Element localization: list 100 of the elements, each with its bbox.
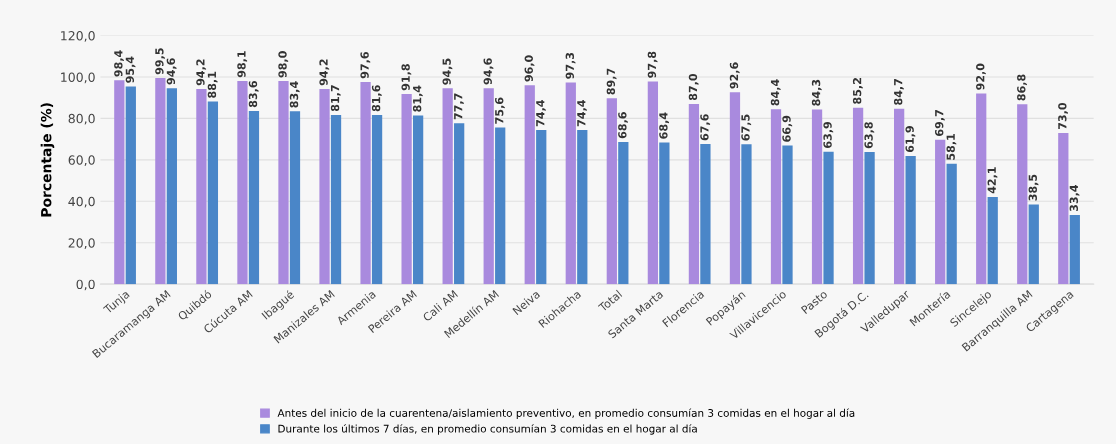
data-label: 98,0 <box>278 51 289 78</box>
bar <box>905 155 916 285</box>
bar <box>536 130 547 285</box>
data-label: 97,6 <box>360 52 371 79</box>
data-label: 88,1 <box>207 71 218 98</box>
bar <box>196 88 207 285</box>
bar <box>606 98 617 285</box>
data-label: 77,7 <box>454 93 464 120</box>
bar <box>248 110 260 285</box>
bar <box>935 139 946 285</box>
data-label: 94,6 <box>166 58 177 85</box>
y-axis-title: Porcentaje (%) <box>40 103 55 217</box>
bar <box>1017 104 1028 285</box>
data-label: 85,2 <box>852 78 863 104</box>
data-label: 83,6 <box>248 81 259 108</box>
data-label: 68,6 <box>618 112 628 139</box>
data-label: 94,6 <box>483 58 494 85</box>
data-label: 74,4 <box>536 99 546 127</box>
bar <box>166 88 177 285</box>
bar <box>565 82 576 285</box>
bar <box>823 151 834 285</box>
data-label: 94,5 <box>442 58 453 85</box>
y-tick-label: 0,0 <box>76 279 95 291</box>
data-label: 99,5 <box>155 48 166 75</box>
data-label: 98,4 <box>114 50 124 77</box>
data-label: 67,6 <box>700 114 711 141</box>
legend-label: Durante los últimos 7 días, en promedio consumían 3 comidas en el hogar al día <box>278 424 697 435</box>
bar <box>155 78 166 285</box>
data-label: 95,4 <box>125 56 136 83</box>
data-label: 75,6 <box>495 97 505 124</box>
data-label: 97,3 <box>565 52 576 79</box>
y-tick-label: 120,0 <box>61 30 95 42</box>
bar <box>782 145 793 285</box>
data-label: 89,7 <box>606 68 617 95</box>
bar <box>207 101 219 285</box>
data-label: 96,0 <box>524 55 535 82</box>
bar <box>237 80 248 285</box>
data-label: 81,7 <box>330 85 341 112</box>
data-label: 98,1 <box>237 51 248 78</box>
bar <box>811 109 823 285</box>
y-tick-label: 100,0 <box>61 72 95 84</box>
data-label: 67,5 <box>741 114 752 141</box>
bar <box>1058 132 1069 285</box>
bar <box>495 127 506 285</box>
y-tick-label: 40,0 <box>68 196 95 208</box>
bar <box>442 88 453 285</box>
bar <box>976 93 987 285</box>
data-label: 66,9 <box>782 115 793 142</box>
data-label: 84,7 <box>893 79 904 105</box>
data-label: 33,4 <box>1069 184 1080 212</box>
data-label: 68,4 <box>659 112 670 139</box>
data-label: 73,0 <box>1058 102 1068 130</box>
data-label: 81,4 <box>412 85 423 112</box>
data-label: 81,6 <box>371 85 382 112</box>
bar <box>412 115 424 285</box>
legend-label: Antes del inicio de la cuarentena/aislamiento preventivo, en promedio consumían 3 comidas en el hogar al día <box>277 408 855 419</box>
bar <box>1028 204 1039 285</box>
data-label: 94,2 <box>196 59 207 86</box>
bar <box>483 88 494 285</box>
bar <box>524 85 535 285</box>
data-label: 74,4 <box>577 99 587 127</box>
y-tick-label: 80,0 <box>68 113 95 125</box>
data-label: 86,8 <box>1017 74 1027 101</box>
y-tick-label: 20,0 <box>68 238 95 249</box>
bar <box>688 103 700 285</box>
bar <box>319 88 330 285</box>
bar <box>371 115 383 285</box>
bar <box>125 86 136 285</box>
bar <box>987 196 998 285</box>
bar <box>946 163 957 285</box>
bar <box>289 111 301 285</box>
data-label: 83,4 <box>289 81 300 108</box>
bar <box>770 109 782 285</box>
data-label: 94,2 <box>319 59 330 86</box>
data-label: 38,5 <box>1028 174 1039 201</box>
data-label: 63,9 <box>823 121 834 148</box>
y-tick-label: 60,0 <box>68 155 95 167</box>
bar <box>852 107 864 285</box>
data-label: 87,0 <box>688 73 699 101</box>
data-label: 61,9 <box>905 126 916 153</box>
data-label: 92,6 <box>729 62 740 89</box>
data-label: 91,8 <box>401 64 412 91</box>
bar <box>647 81 659 285</box>
data-label: 84,4 <box>770 79 781 106</box>
bar <box>729 92 741 285</box>
bar <box>114 80 125 285</box>
data-label: 42,1 <box>987 167 998 194</box>
x-tick-label: Cali AM <box>422 289 459 322</box>
bar <box>864 151 875 285</box>
bar <box>278 81 289 285</box>
bar <box>330 114 342 285</box>
bar <box>894 108 905 285</box>
data-label: 58,1 <box>946 134 957 160</box>
data-label: 69,7 <box>935 110 945 136</box>
bar <box>618 142 629 285</box>
data-label: 92,0 <box>976 63 986 90</box>
bar <box>401 93 412 285</box>
bar <box>741 144 752 285</box>
data-label: 97,8 <box>647 51 658 78</box>
bar <box>454 123 465 285</box>
